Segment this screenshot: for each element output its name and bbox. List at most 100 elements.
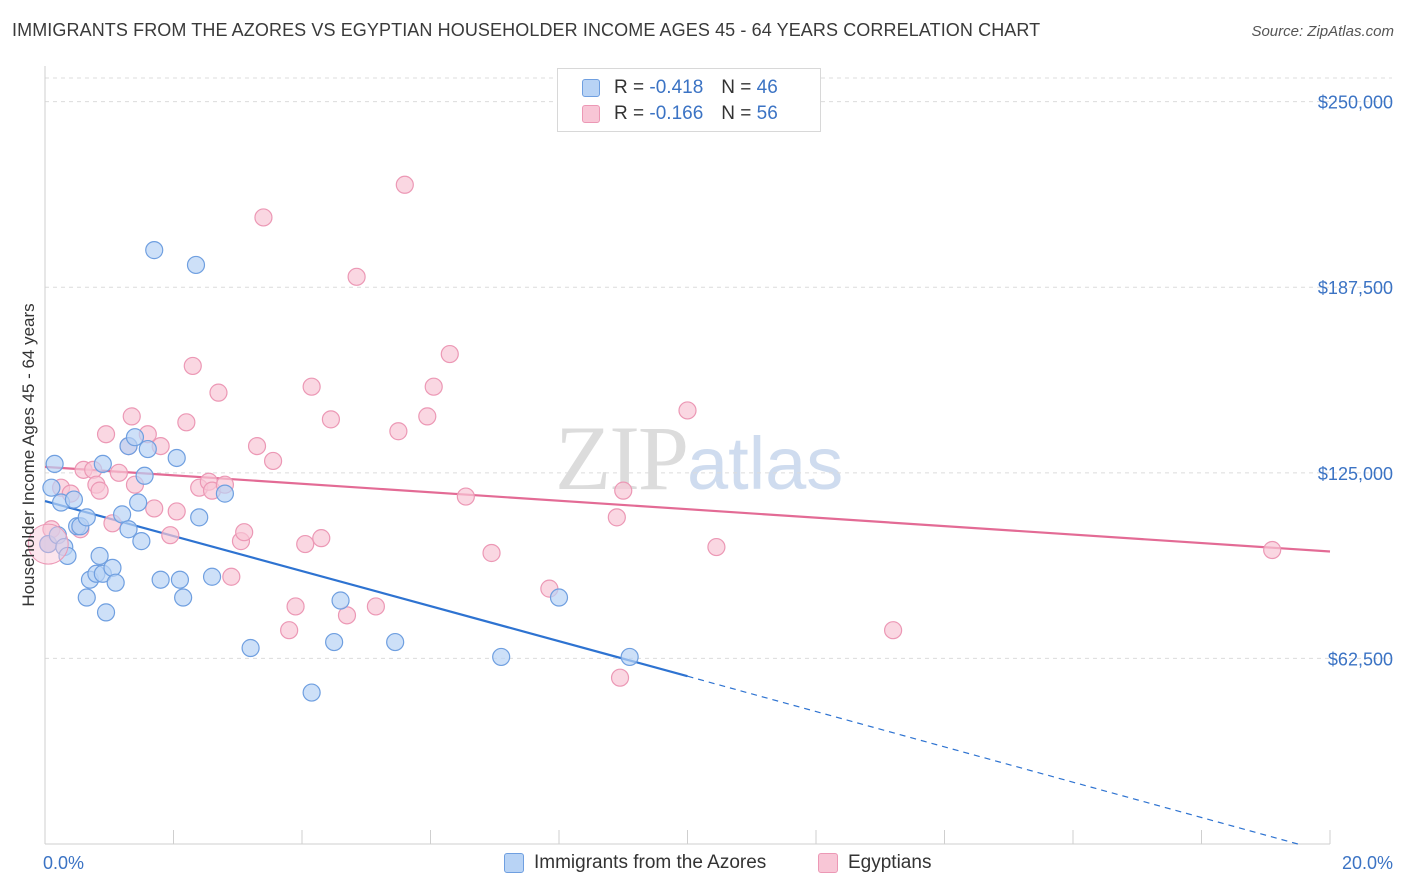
point-azores bbox=[386, 632, 405, 652]
trend-line-azores bbox=[44, 499, 688, 678]
point-azores bbox=[135, 466, 154, 485]
legend-n-label: N = bbox=[721, 77, 752, 98]
point-egyptians bbox=[183, 356, 202, 376]
point-azores bbox=[325, 632, 344, 652]
point-azores bbox=[215, 484, 234, 503]
point-egyptians bbox=[1263, 540, 1282, 560]
data-points bbox=[27, 175, 1282, 702]
point-egyptians bbox=[614, 481, 633, 500]
axes bbox=[44, 66, 1331, 845]
source-label: Source: ZipAtlas.com bbox=[1251, 23, 1394, 40]
series-label-egyptians: Egyptians bbox=[848, 852, 932, 873]
point-egyptians bbox=[395, 175, 414, 194]
trend-lines bbox=[44, 465, 1331, 845]
point-egyptians bbox=[280, 621, 299, 640]
point-azores bbox=[174, 588, 193, 607]
legend-r-label: R = bbox=[614, 103, 645, 124]
point-egyptians bbox=[440, 344, 459, 364]
point-egyptians bbox=[678, 401, 697, 420]
correlation-legend: R = -0.418 N = 46 R = -0.166 N = 56 bbox=[557, 68, 821, 132]
point-egyptians bbox=[27, 523, 69, 565]
point-azores bbox=[170, 570, 190, 589]
point-egyptians bbox=[366, 597, 385, 616]
point-azores bbox=[77, 508, 96, 527]
y-tick-label: $187,500 bbox=[1318, 278, 1393, 298]
point-azores bbox=[106, 573, 125, 592]
point-egyptians bbox=[254, 208, 273, 227]
legend-n-value: 56 bbox=[756, 103, 778, 124]
series-legend: Immigrants from the Azores Egyptians bbox=[0, 852, 1406, 878]
point-egyptians bbox=[456, 487, 475, 506]
point-egyptians bbox=[347, 267, 366, 286]
watermark-atlas: atlas bbox=[687, 422, 844, 505]
point-azores bbox=[93, 454, 112, 474]
point-egyptians bbox=[883, 621, 903, 640]
series-label-azores: Immigrants from the Azores bbox=[534, 852, 767, 873]
point-egyptians bbox=[424, 377, 443, 396]
point-egyptians bbox=[321, 410, 341, 429]
legend-row-azores: R = -0.418 N = 46 bbox=[582, 76, 778, 100]
point-azores bbox=[167, 448, 186, 468]
point-azores bbox=[96, 603, 116, 622]
point-azores bbox=[129, 493, 148, 512]
x-tick-label: 0.0% bbox=[43, 853, 84, 873]
legend-r-label: R = bbox=[614, 77, 645, 98]
point-azores bbox=[132, 532, 151, 551]
legend-row-egyptians: R = -0.166 N = 56 bbox=[582, 102, 778, 126]
x-tick-label: 20.0% bbox=[1342, 853, 1393, 873]
point-azores bbox=[241, 638, 260, 658]
point-egyptians bbox=[296, 534, 315, 554]
point-egyptians bbox=[235, 523, 254, 542]
grid-lines bbox=[45, 77, 1392, 659]
point-azores bbox=[145, 241, 164, 260]
point-egyptians bbox=[145, 499, 164, 518]
y-tick-label: $62,500 bbox=[1328, 649, 1393, 669]
point-azores bbox=[77, 588, 96, 607]
point-azores bbox=[186, 255, 206, 275]
series-swatch-egyptians bbox=[818, 853, 838, 873]
point-egyptians bbox=[607, 508, 626, 527]
point-egyptians bbox=[707, 537, 726, 557]
point-egyptians bbox=[96, 425, 116, 444]
tick-labels: $62,500 $125,000 $187,500 $250,000 0.0% 20.0% bbox=[43, 93, 1393, 873]
trend-line-egyptians bbox=[44, 465, 1331, 553]
point-egyptians bbox=[389, 422, 408, 441]
y-axis-label: Householder Income Ages 45 - 64 years bbox=[19, 303, 38, 606]
point-azores bbox=[492, 647, 511, 667]
point-azores bbox=[103, 558, 122, 577]
legend-n-label: N = bbox=[721, 103, 752, 124]
series-legend-azores[interactable]: Immigrants from the Azores bbox=[504, 852, 766, 874]
point-egyptians bbox=[418, 407, 437, 426]
series-swatch-azores bbox=[504, 853, 524, 873]
point-azores bbox=[151, 570, 170, 589]
legend-swatch-azores bbox=[582, 79, 600, 97]
point-egyptians bbox=[222, 567, 241, 586]
point-egyptians bbox=[263, 451, 283, 471]
trend-extension-azores bbox=[687, 675, 1299, 845]
point-azores bbox=[119, 520, 138, 539]
point-azores bbox=[190, 508, 209, 527]
point-azores bbox=[90, 546, 109, 566]
point-egyptians bbox=[122, 407, 141, 426]
series-legend-egyptians[interactable]: Egyptians bbox=[818, 852, 931, 874]
legend-r-value: -0.418 bbox=[649, 77, 704, 98]
legend-r-value: -0.166 bbox=[649, 103, 704, 124]
y-tick-label: $125,000 bbox=[1318, 464, 1393, 484]
point-egyptians bbox=[161, 526, 180, 545]
point-azores bbox=[202, 567, 222, 586]
point-egyptians bbox=[109, 463, 128, 482]
point-egyptians bbox=[610, 668, 630, 687]
y-tick-label: $250,000 bbox=[1318, 93, 1393, 113]
legend-n-value: 46 bbox=[756, 77, 778, 98]
point-egyptians bbox=[167, 502, 186, 521]
point-egyptians bbox=[312, 529, 331, 548]
point-azores bbox=[45, 454, 64, 474]
point-egyptians bbox=[302, 377, 321, 396]
point-egyptians bbox=[482, 543, 501, 563]
point-azores bbox=[302, 683, 321, 702]
point-egyptians bbox=[247, 436, 267, 456]
point-azores bbox=[331, 591, 350, 610]
point-egyptians bbox=[177, 413, 196, 432]
point-azores bbox=[64, 490, 84, 509]
